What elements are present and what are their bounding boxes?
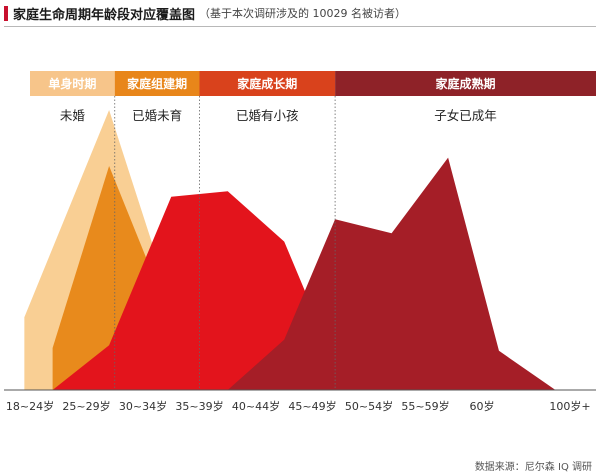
stage-label-3: 家庭成长期 (237, 76, 297, 91)
stage-bar-2 (114, 71, 200, 96)
stage-bar-1 (30, 71, 115, 96)
chart-subtitle: （基于本次调研涉及的 10029 名被访者） (199, 7, 407, 20)
chart-title: 家庭生命周期年龄段对应覆盖图 (13, 7, 196, 23)
title-accent-bar (4, 5, 8, 21)
source-note: 数据来源：尼尔森 IQ 调研 (474, 462, 592, 473)
x-tick-label: 18~24岁 (6, 399, 54, 413)
x-axis-ticks: 18~24岁 25~29岁 30~34岁 35~39岁 40~44岁 45~49岁 50~5… (6, 399, 591, 413)
x-tick-label: 40~44岁 (232, 399, 280, 413)
stage-bar-3 (199, 71, 336, 96)
stage-status-labels: 未婚 已婚未育 已婚有小孩 子女已成年 (60, 108, 497, 123)
x-tick-label: 100岁+ (549, 399, 590, 413)
stage-status-2: 已婚未育 (132, 108, 182, 123)
stage-label-4: 家庭成熟期 (436, 76, 496, 91)
x-tick-label: 30~34岁 (119, 399, 167, 413)
stage-status-4: 子女已成年 (434, 108, 497, 123)
stage-label-2: 家庭组建期 (127, 76, 187, 91)
lifecycle-area-chart: 单身时期 家庭组建期 家庭成长期 家庭成熟期 未婚 已婚未育 已婚有小孩 子女已成年 18~… (4, 71, 596, 413)
x-tick-label: 55~59岁 (401, 399, 449, 413)
title-divider (4, 26, 596, 27)
stage-status-3: 已婚有小孩 (236, 108, 299, 123)
x-tick-label: 35~39岁 (175, 399, 223, 413)
series-areas (24, 110, 556, 390)
x-tick-label: 25~29岁 (62, 399, 110, 413)
series-area-3 (52, 191, 347, 390)
x-tick-label: 45~49岁 (288, 399, 336, 413)
stage-bar-4 (335, 71, 596, 96)
x-tick-label: 50~54岁 (345, 399, 393, 413)
stage-header-bars: 单身时期 家庭组建期 家庭成长期 家庭成熟期 (30, 71, 596, 96)
series-area-4 (227, 157, 556, 390)
title-bar: 家庭生命周期年龄段对应覆盖图 （基于本次调研涉及的 10029 名被访者） (4, 3, 406, 23)
stage-label-1: 单身时期 (48, 76, 96, 91)
x-tick-label: 60岁 (470, 399, 495, 413)
stage-status-1: 未婚 (60, 108, 86, 123)
stage-dividers (114, 96, 336, 390)
